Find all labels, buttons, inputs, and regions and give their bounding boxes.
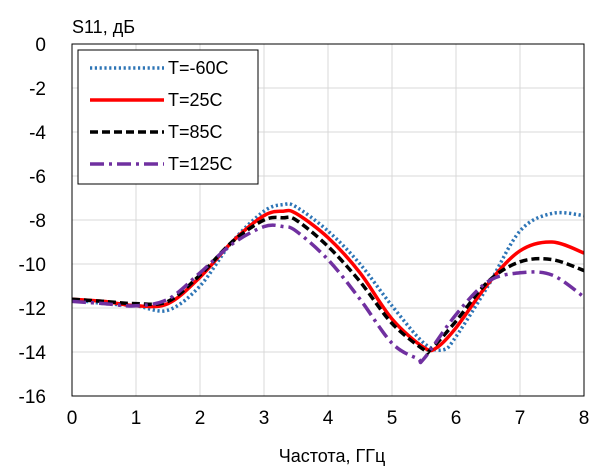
x-tick-labels: 0 1 2 3 4 5 6 7 8	[67, 408, 590, 429]
legend-label-1: T=25C	[168, 90, 223, 110]
y-tick-label: -14	[19, 343, 47, 364]
y-tick-label: -16	[19, 387, 46, 408]
y-tick-label: -10	[19, 255, 46, 276]
x-tick-label: 7	[515, 408, 526, 429]
legend-label-3: T=125C	[168, 154, 233, 174]
legend-label-0: T=-60C	[168, 58, 229, 78]
legend-label-2: T=85C	[168, 122, 223, 142]
x-tick-label: 2	[195, 408, 206, 429]
y-tick-label: -4	[29, 123, 46, 144]
y-tick-label: -2	[29, 79, 46, 100]
x-tick-label: 4	[323, 408, 334, 429]
legend-box	[77, 49, 259, 185]
x-tick-label: 0	[67, 408, 78, 429]
x-tick-label: 8	[579, 408, 590, 429]
y-tick-label: 0	[35, 35, 46, 56]
x-tick-label: 6	[451, 408, 462, 429]
x-axis-title: Частота, ГГц	[279, 446, 386, 466]
series-line-2	[71, 215, 585, 355]
x-tick-label: 1	[131, 408, 142, 429]
plot-area-frame	[71, 43, 585, 397]
y-tick-labels: 0 -2 -4 -6 -8 -10 -12 -14 -16	[19, 35, 47, 408]
series-line-1	[71, 208, 585, 353]
y-tick-label: -6	[29, 167, 46, 188]
y-axis-title: S11, дБ	[72, 17, 135, 37]
series-line-3	[71, 223, 586, 365]
y-tick-label: -12	[19, 299, 46, 320]
series-layer	[71, 202, 586, 365]
x-tick-label: 5	[387, 408, 398, 429]
y-tick-label: -8	[29, 211, 46, 232]
legend: T=-60C T=25C T=85C T=125C	[77, 49, 259, 185]
x-tick-label: 3	[259, 408, 270, 429]
